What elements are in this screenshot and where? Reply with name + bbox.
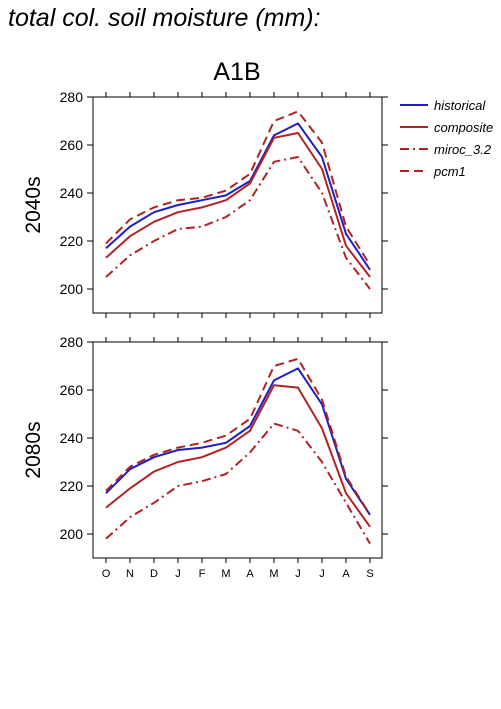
legend: historical composite miroc_3.2 pcm1 (400, 98, 493, 179)
legend-entry-composite: composite (434, 120, 493, 135)
x-tick-label: S (366, 568, 373, 580)
series-line-historical (105, 367, 371, 516)
y-tick-label: 260 (60, 382, 84, 398)
panel-label: 2080s (22, 421, 45, 478)
y-tick-label: 280 (60, 89, 84, 105)
x-tick-label: J (295, 568, 301, 580)
y-tick-label: 240 (60, 430, 84, 446)
x-tick-label: O (102, 568, 111, 580)
y-tick-label: 200 (60, 526, 84, 542)
scenario-title: A1B (213, 58, 260, 86)
series-line-miroc_3.2 (105, 156, 371, 290)
y-tick-label: 200 (60, 281, 84, 297)
panel-2040s: 200 220 240 260 280 2040s (22, 89, 388, 318)
x-tick-label: D (150, 568, 158, 580)
series-line-pcm1 (105, 110, 371, 266)
x-tick-label: M (221, 568, 230, 580)
series-line-historical (105, 122, 371, 271)
x-tick-label: M (269, 568, 278, 580)
legend-entry-historical: historical (434, 98, 486, 113)
x-tick-label: A (246, 568, 254, 580)
legend-entry-miroc_3.2: miroc_3.2 (434, 142, 492, 157)
y-tick-label: 260 (60, 137, 84, 153)
y-tick-label: 240 (60, 185, 84, 201)
x-tick-label: J (319, 568, 325, 580)
panels-layer: 200 220 240 260 280 2040s 200 220 240 260 280 O N D J F… (22, 89, 388, 580)
panel-2080s: 200 220 240 260 280 O N D J F M A M J J A S 2080s (22, 334, 388, 580)
page-title: total col. soil moisture (mm): (8, 4, 321, 32)
x-tick-label: J (175, 568, 181, 580)
series-line-pcm1 (105, 357, 371, 516)
y-tick-label: 280 (60, 334, 84, 350)
x-tick-label: N (126, 568, 134, 580)
plot-frame (92, 96, 383, 314)
legend-entry-pcm1: pcm1 (433, 164, 466, 179)
y-tick-label: 220 (60, 233, 84, 249)
y-tick-label: 220 (60, 478, 84, 494)
series-line-composite (105, 384, 371, 528)
x-tick-label: A (342, 568, 350, 580)
series-line-miroc_3.2 (105, 422, 371, 545)
x-tick-label: F (199, 568, 206, 580)
panel-label: 2040s (22, 176, 45, 233)
series-line-composite (105, 132, 371, 278)
plot-frame (92, 341, 383, 559)
